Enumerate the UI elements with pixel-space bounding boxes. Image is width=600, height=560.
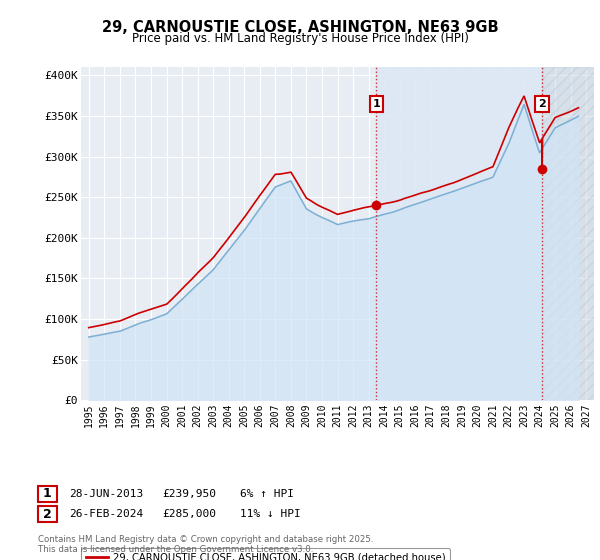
Bar (542, 67, 594, 400)
Text: 29, CARNOUSTIE CLOSE, ASHINGTON, NE63 9GB: 29, CARNOUSTIE CLOSE, ASHINGTON, NE63 9G… (101, 20, 499, 35)
Text: £285,000: £285,000 (162, 509, 216, 519)
Text: 11% ↓ HPI: 11% ↓ HPI (240, 509, 301, 519)
Bar (542, 67, 594, 400)
Text: £239,950: £239,950 (162, 489, 216, 499)
Text: 26-FEB-2024: 26-FEB-2024 (69, 509, 143, 519)
Text: 1: 1 (43, 487, 52, 501)
Text: 2: 2 (43, 507, 52, 521)
Legend: 29, CARNOUSTIE CLOSE, ASHINGTON, NE63 9GB (detached house), HPI: Average price, : 29, CARNOUSTIE CLOSE, ASHINGTON, NE63 9G… (81, 548, 451, 560)
Text: 2: 2 (538, 99, 546, 109)
Text: 1: 1 (373, 99, 380, 109)
Text: 6% ↑ HPI: 6% ↑ HPI (240, 489, 294, 499)
Bar (376, 67, 542, 400)
Text: 28-JUN-2013: 28-JUN-2013 (69, 489, 143, 499)
Text: Contains HM Land Registry data © Crown copyright and database right 2025.
This d: Contains HM Land Registry data © Crown c… (38, 535, 373, 554)
Text: Price paid vs. HM Land Registry's House Price Index (HPI): Price paid vs. HM Land Registry's House … (131, 32, 469, 45)
